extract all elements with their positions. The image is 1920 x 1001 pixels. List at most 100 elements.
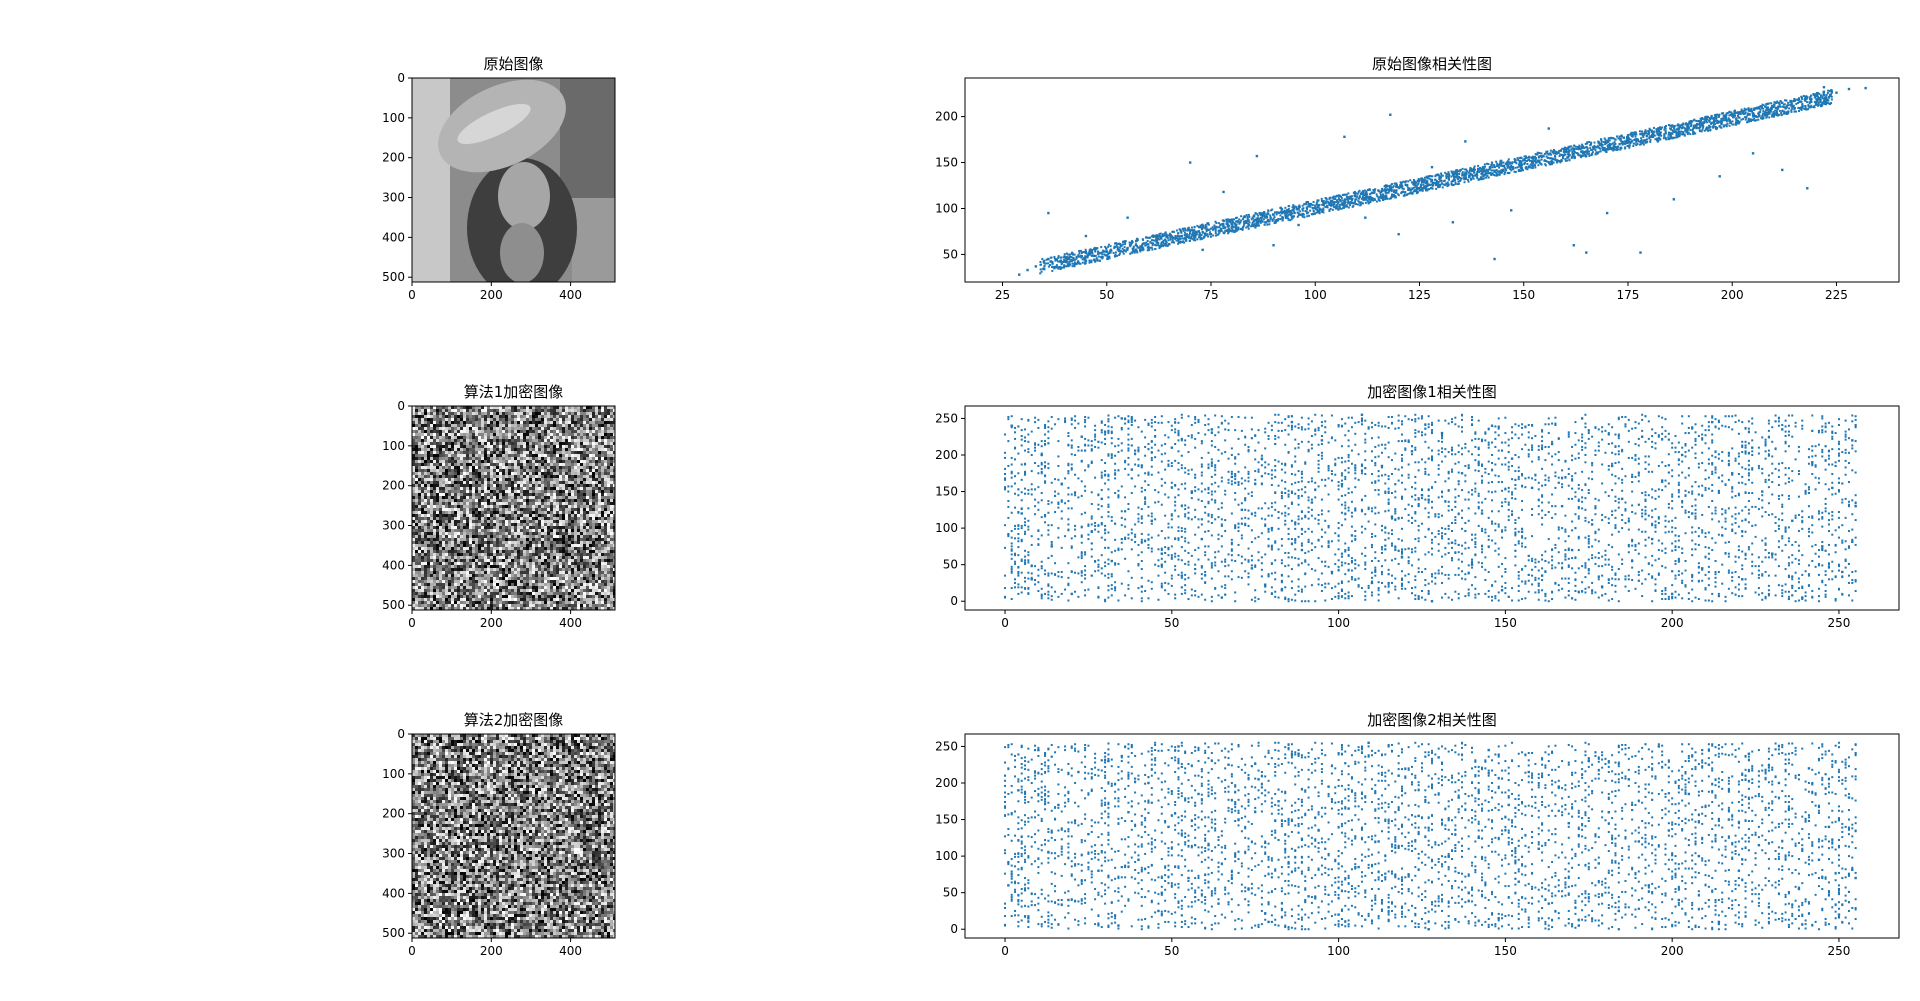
scatter-point [1126, 246, 1129, 250]
scatter-point [1635, 139, 1638, 142]
scatter-point [1105, 254, 1108, 257]
y-tick-label: 0 [950, 922, 958, 936]
scatter-point [1572, 244, 1575, 247]
scatter-point [1377, 840, 1380, 843]
y-tick-label: 500 [382, 270, 405, 284]
scatter-point [1854, 876, 1857, 880]
scatter-point [1741, 578, 1744, 581]
x-tick-label: 50 [1099, 288, 1114, 302]
x-tick-label: 50 [1164, 616, 1179, 630]
scatter-point [1197, 792, 1200, 796]
scatter-point [1255, 217, 1259, 220]
scatter-point [1657, 745, 1661, 748]
scatter-point [1520, 530, 1524, 533]
scatter-point [1707, 763, 1711, 766]
scatter-point [1177, 745, 1180, 748]
scatter-point [1050, 545, 1053, 548]
scatter-point [1113, 255, 1117, 258]
scatter-point [1721, 534, 1724, 537]
scatter-point [1451, 179, 1455, 183]
scatter-point [1301, 212, 1304, 216]
scatter-point [1785, 106, 1788, 109]
scatter-point [1568, 153, 1571, 157]
scatter-point [1093, 258, 1096, 262]
scatter-point [1485, 172, 1488, 175]
scatter-point [1238, 221, 1242, 224]
scatter-texture [1004, 413, 1857, 603]
scatter-point [1617, 909, 1620, 913]
scatter-point [1339, 199, 1342, 202]
scatter-point [1170, 446, 1174, 449]
scatter-point [1841, 570, 1844, 574]
scatter-point [1280, 589, 1284, 592]
scatter-point [1547, 153, 1550, 156]
scatter-point [1601, 146, 1605, 150]
x-tick-label: 250 [1828, 616, 1851, 630]
x-tick-label: 0 [1001, 616, 1009, 630]
scatter-point [1570, 548, 1574, 552]
scatter-point [1771, 552, 1774, 555]
scatter-point [1711, 420, 1714, 424]
scatter-point [1364, 193, 1367, 196]
scatter-point [1630, 559, 1634, 563]
scatter-point [1620, 497, 1624, 501]
scatter-point [1668, 131, 1671, 135]
scatter-point [1777, 781, 1781, 785]
scatter-point [1560, 504, 1564, 508]
scatter-point [1472, 169, 1475, 173]
x-tick-label: 200 [1661, 944, 1684, 958]
y-tick-label: 200 [935, 448, 958, 462]
scatter-point [1705, 118, 1709, 121]
noise-image [412, 734, 615, 938]
scatter-point [1781, 101, 1784, 105]
chart-title: 加密图像1相关性图 [1367, 383, 1497, 401]
scatter-point [1467, 891, 1470, 894]
scatter-point [1387, 906, 1390, 909]
scatter-point [1222, 224, 1225, 228]
scatter-point [1218, 231, 1221, 234]
scatter-point [1807, 767, 1811, 770]
scatter-point [1580, 417, 1584, 420]
scatter-point [1731, 472, 1734, 475]
scatter-point [1370, 581, 1374, 585]
scatter-point [1067, 898, 1070, 902]
scatter-point [1664, 127, 1667, 130]
y-tick-label: 100 [382, 767, 405, 781]
scatter-point [1057, 803, 1060, 807]
scatter-point [1597, 142, 1600, 145]
scatter-point [1240, 508, 1244, 512]
scatter-point [1439, 176, 1442, 180]
scatter-point [1530, 161, 1534, 164]
scatter-point [1776, 106, 1780, 109]
scatter-point [1787, 807, 1791, 810]
scatter-point [1422, 180, 1425, 184]
scatter-point [1630, 134, 1634, 138]
x-tick-label: 75 [1203, 288, 1218, 302]
scatter-point [1110, 559, 1113, 563]
scatter-point [1697, 854, 1701, 858]
y-tick-label: 300 [382, 847, 405, 861]
y-tick-label: 100 [935, 849, 958, 863]
scatter-texture [1039, 89, 1834, 275]
scatter-point [1070, 592, 1073, 596]
scatter-point [1672, 198, 1676, 201]
scatter-point [1180, 234, 1184, 238]
scatter-point [1835, 91, 1838, 94]
scatter-point [1251, 223, 1254, 227]
scatter-point [1140, 585, 1143, 588]
scatter-point [1260, 457, 1264, 460]
scatter-point [1314, 204, 1317, 207]
scatter-point [1764, 105, 1767, 108]
scatter-point [1384, 194, 1388, 197]
x-tick-label: 150 [1494, 616, 1517, 630]
scatter-point [1097, 869, 1100, 872]
scatter-point [1700, 567, 1704, 570]
scatter-point [1714, 116, 1717, 119]
scatter-point [1781, 428, 1784, 431]
scatter-point [1430, 165, 1434, 169]
scatter-point [1380, 189, 1384, 193]
scatter-point [1510, 457, 1514, 460]
scatter-point [1731, 112, 1734, 116]
